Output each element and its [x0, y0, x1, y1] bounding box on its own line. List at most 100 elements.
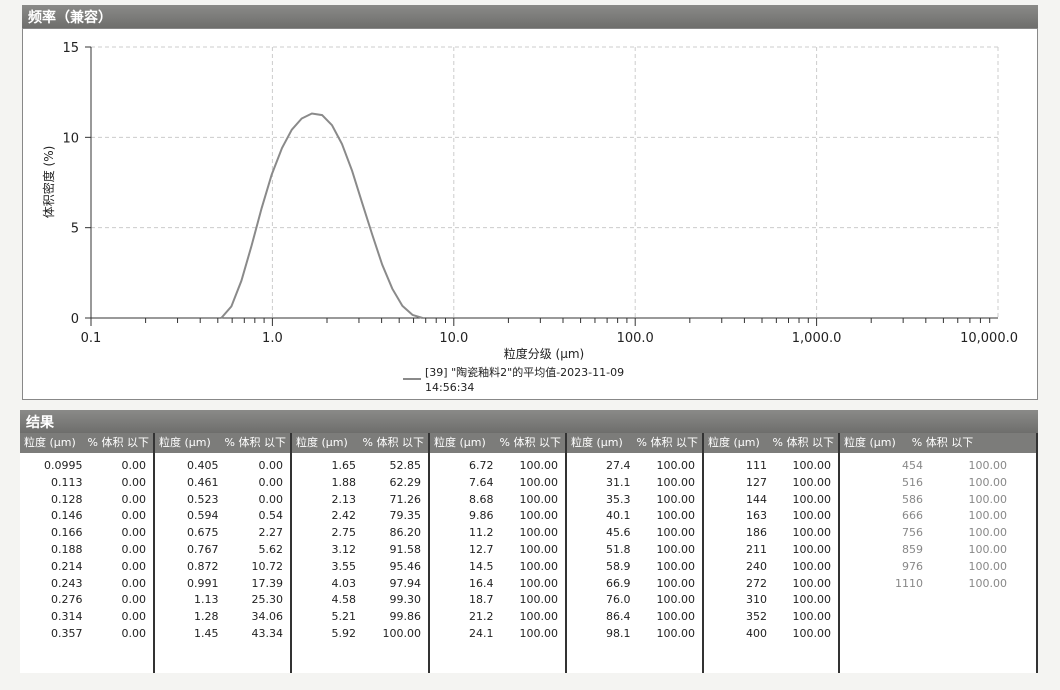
- table-row: 756 100.00: [840, 525, 1036, 542]
- cell-size: 2.75: [331, 526, 357, 540]
- table-column-group: 粒度 (μm) % 体积 以下 6.72 100.00 7.64 100.00 8.68 10…: [430, 433, 567, 673]
- cell-volume-below: 0.00: [121, 492, 147, 506]
- table-row: 3.12 91.58: [292, 542, 428, 559]
- cell-size: 24.1: [469, 626, 494, 640]
- cell-size: 144: [746, 492, 767, 506]
- table-row: 7.64 100.00: [430, 475, 565, 492]
- cell-size: 8.68: [469, 492, 494, 506]
- cell-volume-below: 100.00: [656, 610, 696, 624]
- table-header: 粒度 (μm) % 体积 以下: [704, 433, 838, 453]
- cell-volume-below: 34.06: [251, 610, 284, 624]
- cell-size: 0.675: [187, 526, 219, 540]
- table-row: 0.276 0.00: [20, 592, 153, 609]
- cell-size: 211: [746, 542, 767, 556]
- cell-volume-below: 0.54: [258, 509, 284, 523]
- cell-volume-below: 86.20: [389, 526, 422, 540]
- x-tick-label: 10,000.0: [960, 331, 1018, 346]
- cell-size: 186: [746, 526, 767, 540]
- cell-volume-below: 79.35: [389, 509, 422, 523]
- cell-volume-below: 100.00: [792, 542, 832, 556]
- cell-volume-below: 100.00: [519, 492, 559, 506]
- table-row: 5.92 100.00: [292, 626, 428, 643]
- table-row: 0.767 5.62: [155, 542, 290, 559]
- cell-volume-below: 100.00: [519, 459, 559, 472]
- cell-size: 16.4: [469, 576, 494, 590]
- cell-volume-below: 0.00: [121, 509, 147, 523]
- table-row: 12.7 100.00: [430, 542, 565, 559]
- header-volume-below: % 体积 以下: [224, 436, 286, 449]
- table-row: 976 100.00: [840, 559, 1036, 576]
- header-size: 粒度 (μm): [844, 436, 896, 449]
- table-row: 40.1 100.00: [567, 508, 702, 525]
- cell-volume-below: 0.00: [121, 526, 147, 540]
- table-row: 0.188 0.00: [20, 542, 153, 559]
- cell-size: 98.1: [606, 626, 631, 640]
- table-row: 0.314 0.00: [20, 609, 153, 626]
- cell-volume-below: 100.00: [792, 593, 832, 607]
- cell-volume-below: 100.00: [519, 509, 559, 523]
- cell-size: 7.64: [469, 475, 494, 489]
- cell-volume-below: 0.00: [121, 626, 147, 640]
- table-row: 86.4 100.00: [567, 609, 702, 626]
- cell-size: 859: [902, 542, 923, 556]
- table-row: 0.523 0.00: [155, 492, 290, 509]
- cell-volume-below: 71.26: [389, 492, 422, 506]
- table-row: 272 100.00: [704, 576, 838, 593]
- x-tick-label: 0.1: [81, 331, 102, 346]
- table-row: 0.0995 0.00: [20, 458, 153, 475]
- cell-volume-below: 5.62: [258, 542, 284, 556]
- cell-volume-below: 0.00: [121, 593, 147, 607]
- cell-volume-below: 100.00: [968, 526, 1008, 540]
- cell-volume-below: 100.00: [656, 475, 696, 489]
- cell-size: 0.113: [51, 475, 83, 489]
- cell-volume-below: 100.00: [519, 576, 559, 590]
- cell-size: 40.1: [606, 509, 631, 523]
- cell-volume-below: 99.30: [389, 593, 422, 607]
- cell-size: 31.1: [606, 475, 631, 489]
- cell-size: 400: [746, 626, 767, 640]
- header-volume-below: % 体积 以下: [772, 436, 834, 449]
- header-volume-below: % 体积 以下: [911, 436, 974, 449]
- table-row: 111 100.00: [704, 458, 838, 475]
- cell-size: 0.166: [51, 526, 83, 540]
- cell-volume-below: 0.00: [121, 475, 147, 489]
- table-row: 1.13 25.30: [155, 592, 290, 609]
- cell-volume-below: 100.00: [792, 509, 832, 523]
- table-row: 186 100.00: [704, 525, 838, 542]
- table-row: 1.45 43.34: [155, 626, 290, 643]
- chart-panel: 0 5 10 15 0.1 1.0 10.0 100.0 1,000.0 10,000.0 粒度分级…: [22, 28, 1038, 400]
- cell-volume-below: 0.00: [258, 475, 284, 489]
- cell-size: 5.92: [331, 626, 357, 640]
- table-row: 0.594 0.54: [155, 508, 290, 525]
- table-row: 144 100.00: [704, 492, 838, 509]
- cell-size: 4.58: [331, 593, 357, 607]
- cell-volume-below: 99.86: [389, 610, 422, 624]
- cell-volume-below: 43.34: [251, 626, 284, 640]
- cell-size: 976: [902, 559, 923, 573]
- y-tick-label: 5: [71, 222, 79, 237]
- cell-volume-below: 100.00: [792, 492, 832, 506]
- table-header: 粒度 (μm) % 体积 以下: [567, 433, 702, 453]
- table-column-group: 粒度 (μm) % 体积 以下 454 100.00 516 100.00 586 100.0…: [840, 433, 1038, 673]
- table-row: 0.166 0.00: [20, 525, 153, 542]
- cell-size: 11.2: [469, 526, 494, 540]
- cell-volume-below: 0.00: [121, 542, 147, 556]
- cell-size: 516: [902, 475, 923, 489]
- table-header: 粒度 (μm) % 体积 以下: [20, 433, 153, 453]
- cell-volume-below: 100.00: [656, 509, 696, 523]
- header-volume-below: % 体积 以下: [87, 436, 149, 449]
- cell-volume-below: 62.29: [389, 475, 422, 489]
- cell-size: 45.6: [606, 526, 631, 540]
- cell-size: 0.243: [51, 576, 83, 590]
- cell-size: 58.9: [606, 559, 631, 573]
- cell-size: 1.65: [331, 459, 357, 472]
- cell-volume-below: 0.00: [121, 459, 147, 472]
- cell-volume-below: 100.00: [519, 526, 559, 540]
- cell-volume-below: 10.72: [251, 559, 284, 573]
- cell-size: 18.7: [469, 593, 494, 607]
- cell-size: 1.88: [331, 475, 357, 489]
- cell-size: 76.0: [606, 593, 631, 607]
- header-size: 粒度 (μm): [296, 436, 348, 449]
- cell-size: 586: [902, 492, 923, 506]
- cell-volume-below: 100.00: [968, 576, 1008, 590]
